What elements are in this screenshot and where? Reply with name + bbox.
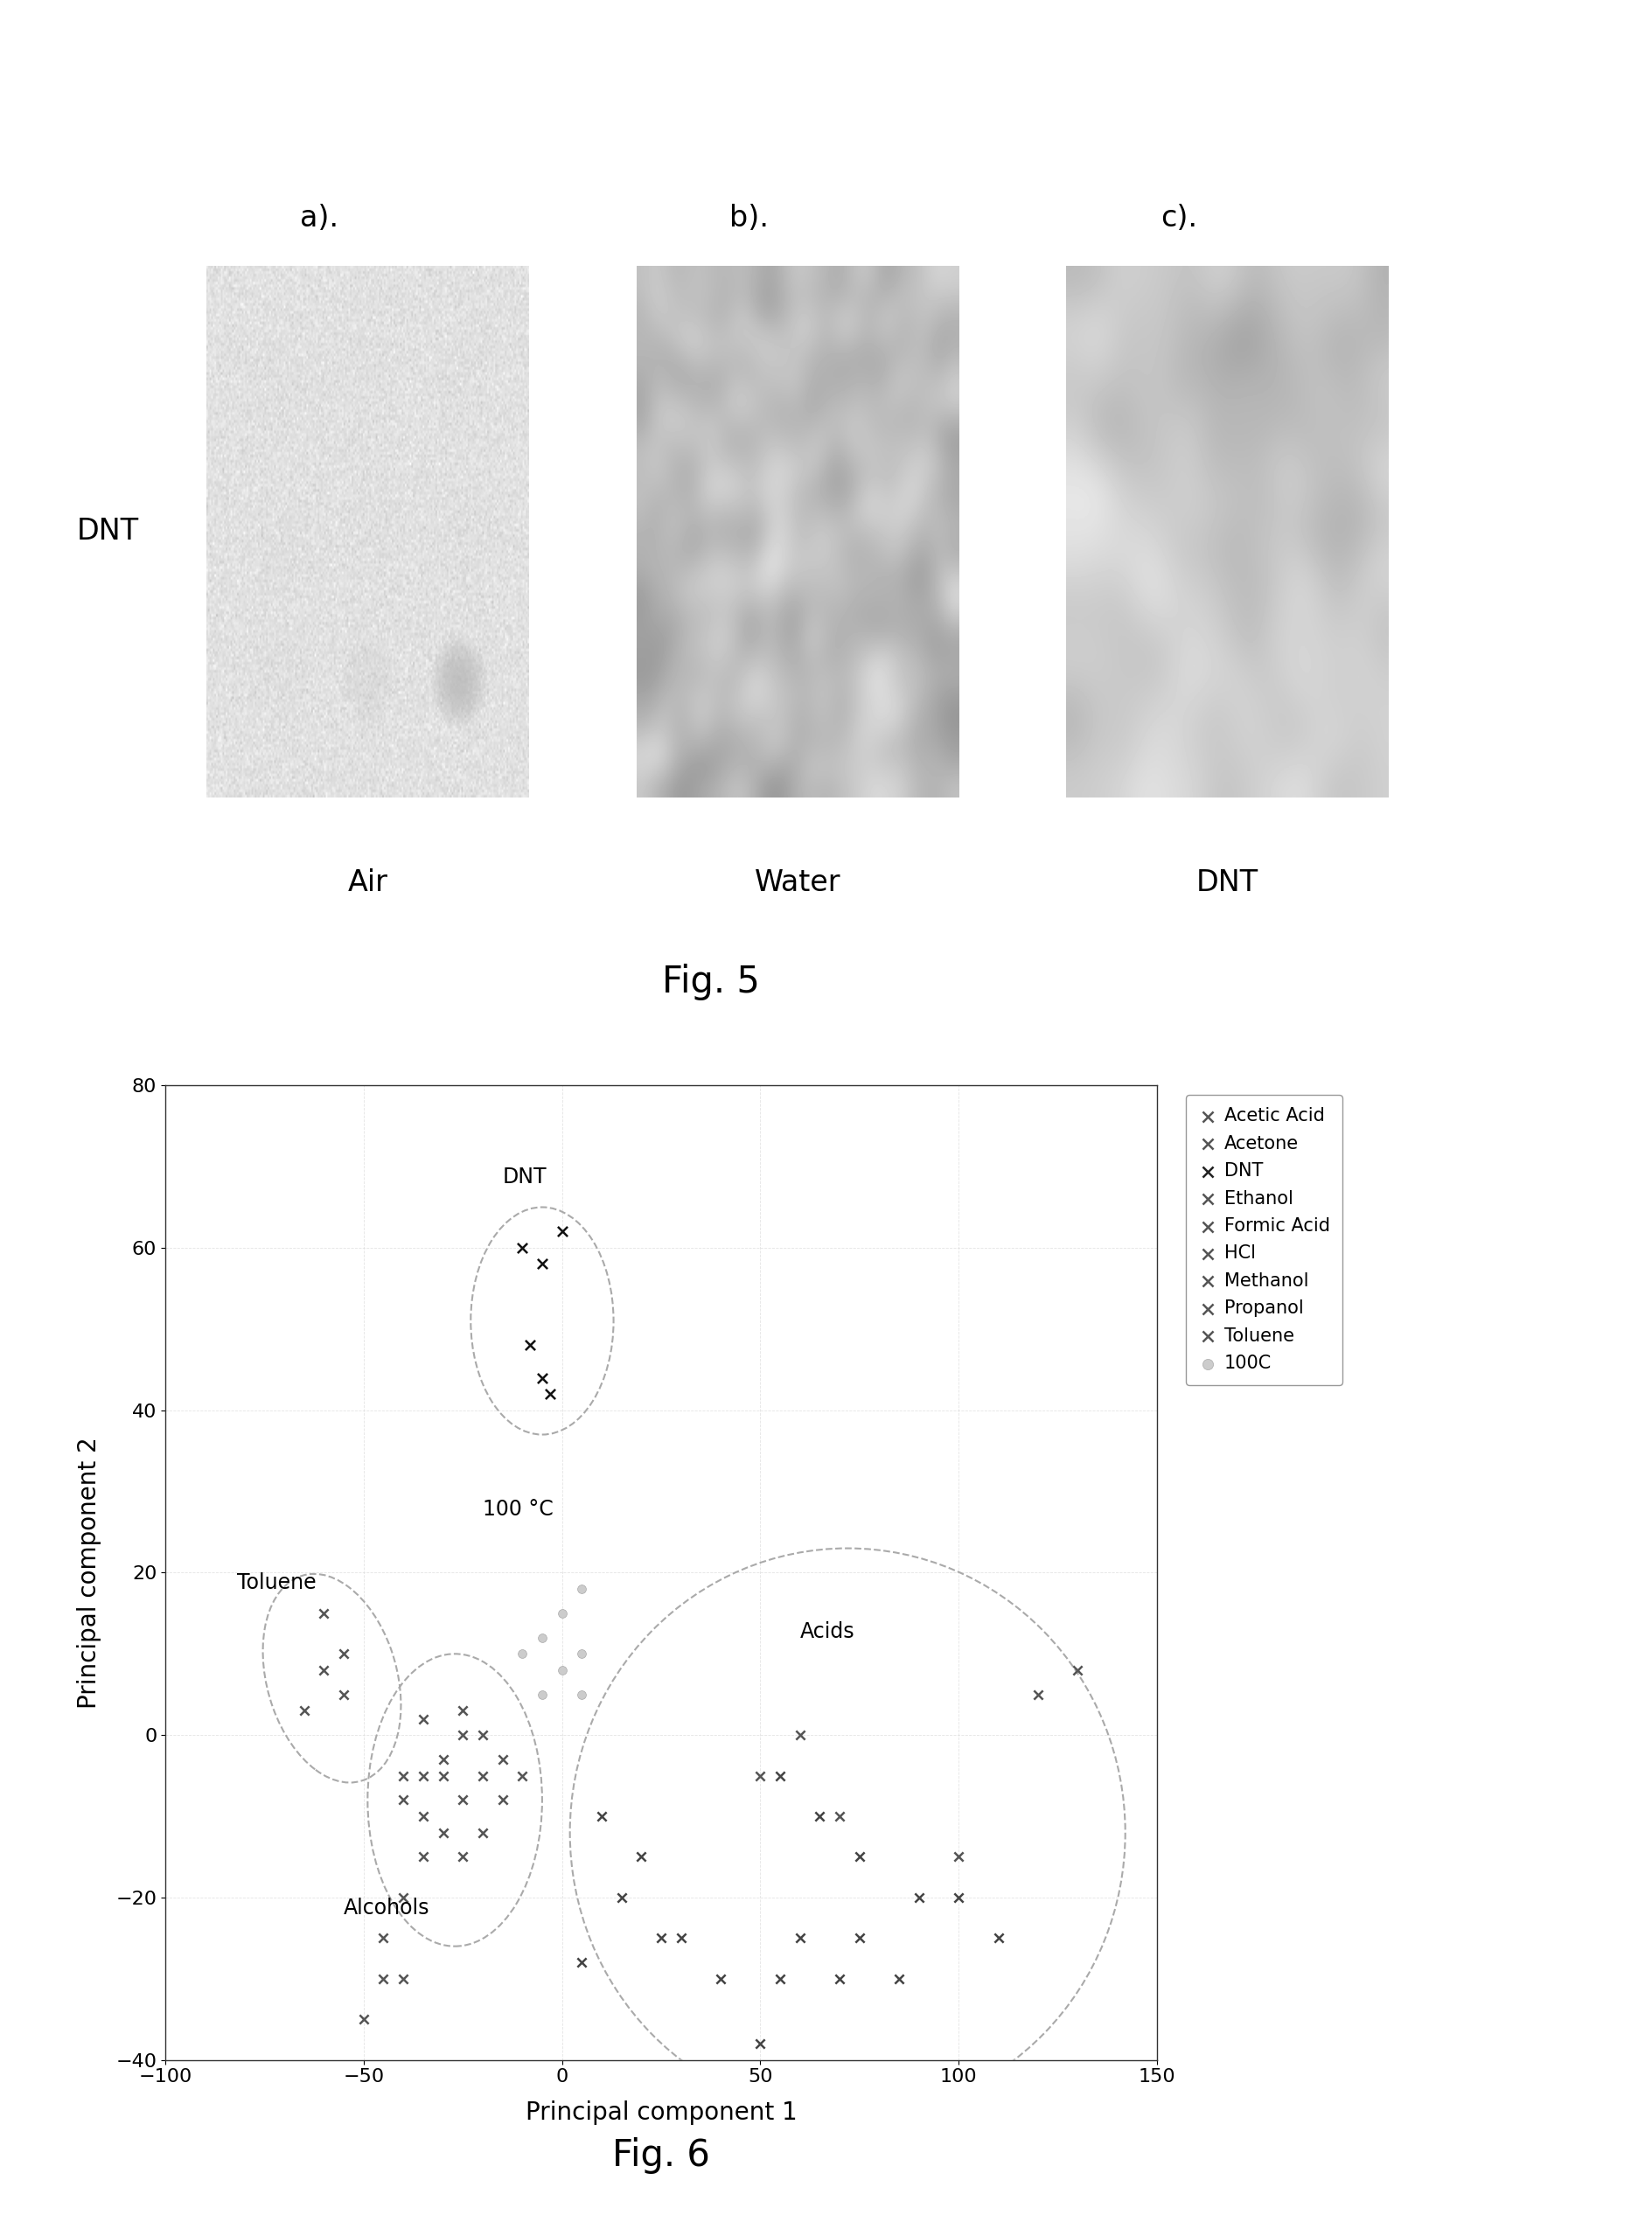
Text: b).: b).: [729, 204, 768, 233]
Point: [449, 1783, 476, 1819]
Point: [568, 1570, 595, 1606]
Point: [390, 1881, 416, 1916]
Point: [608, 1881, 634, 1916]
Point: [985, 1920, 1011, 1956]
Point: [449, 1692, 476, 1728]
Point: [568, 1945, 595, 1980]
Point: [826, 1799, 852, 1834]
Point: [548, 1595, 575, 1630]
Point: [489, 1783, 515, 1819]
Point: [330, 1677, 357, 1712]
Point: [529, 1247, 555, 1282]
Point: [350, 2002, 377, 2038]
Point: [846, 1920, 872, 1956]
Point: [489, 1741, 515, 1776]
Point: [390, 1783, 416, 1819]
Point: [410, 1838, 436, 1874]
Point: [370, 1960, 396, 1996]
Point: [885, 1960, 912, 1996]
Point: [529, 1360, 555, 1395]
Point: [509, 1637, 535, 1672]
Text: Air: Air: [347, 868, 388, 897]
Point: [548, 1214, 575, 1249]
Point: [469, 1759, 496, 1794]
Text: Toluene: Toluene: [236, 1573, 316, 1593]
Text: Water: Water: [753, 868, 841, 897]
Point: [786, 1920, 813, 1956]
Point: [628, 1838, 654, 1874]
Point: [905, 1881, 932, 1916]
Point: [786, 1717, 813, 1752]
Text: a).: a).: [301, 204, 339, 233]
Point: [667, 1920, 694, 1956]
Point: [806, 1799, 833, 1834]
Point: [390, 1960, 416, 1996]
Point: [430, 1759, 456, 1794]
Point: [469, 1814, 496, 1850]
Point: [588, 1799, 615, 1834]
Text: Alcohols: Alcohols: [344, 1896, 430, 1918]
Point: [390, 1759, 416, 1794]
Point: [517, 1327, 544, 1362]
Point: [945, 1838, 971, 1874]
Text: c).: c).: [1160, 204, 1196, 233]
Point: [311, 1595, 337, 1630]
Point: [767, 1960, 793, 1996]
Point: [509, 1759, 535, 1794]
Legend: Acetic Acid, Acetone, DNT, Ethanol, Formic Acid, HCl, Methanol, Propanol, Toluen: Acetic Acid, Acetone, DNT, Ethanol, Form…: [1186, 1094, 1341, 1384]
Point: [410, 1799, 436, 1834]
Point: [469, 1717, 496, 1752]
Point: [330, 1637, 357, 1672]
Text: DNT: DNT: [76, 516, 139, 547]
Point: [826, 1960, 852, 1996]
Text: DNT: DNT: [1196, 868, 1257, 897]
Point: [548, 1652, 575, 1688]
Point: [430, 1741, 456, 1776]
Text: Acids: Acids: [800, 1621, 854, 1641]
Point: [430, 1814, 456, 1850]
Point: [648, 1920, 674, 1956]
Text: DNT: DNT: [502, 1165, 547, 1187]
Point: [707, 1960, 733, 1996]
Point: [747, 1759, 773, 1794]
Point: [1064, 1652, 1090, 1688]
Point: [311, 1652, 337, 1688]
Point: [410, 1759, 436, 1794]
Point: [529, 1619, 555, 1655]
Point: [529, 1677, 555, 1712]
Point: [568, 1637, 595, 1672]
Text: Fig. 5: Fig. 5: [661, 964, 760, 1001]
Y-axis label: Principal component 2: Principal component 2: [76, 1438, 101, 1708]
Point: [449, 1838, 476, 1874]
Point: [291, 1692, 317, 1728]
Point: [370, 1920, 396, 1956]
Point: [747, 2027, 773, 2062]
Point: [410, 1701, 436, 1737]
Point: [449, 1717, 476, 1752]
Point: [1024, 1677, 1051, 1712]
Point: [568, 1677, 595, 1712]
Point: [846, 1838, 872, 1874]
X-axis label: Principal component 1: Principal component 1: [525, 2100, 796, 2124]
Text: 100 °C: 100 °C: [482, 1500, 553, 1519]
Point: [767, 1759, 793, 1794]
Point: [945, 1881, 971, 1916]
Point: [509, 1229, 535, 1265]
Text: Fig. 6: Fig. 6: [611, 2137, 710, 2175]
Point: [537, 1376, 563, 1411]
